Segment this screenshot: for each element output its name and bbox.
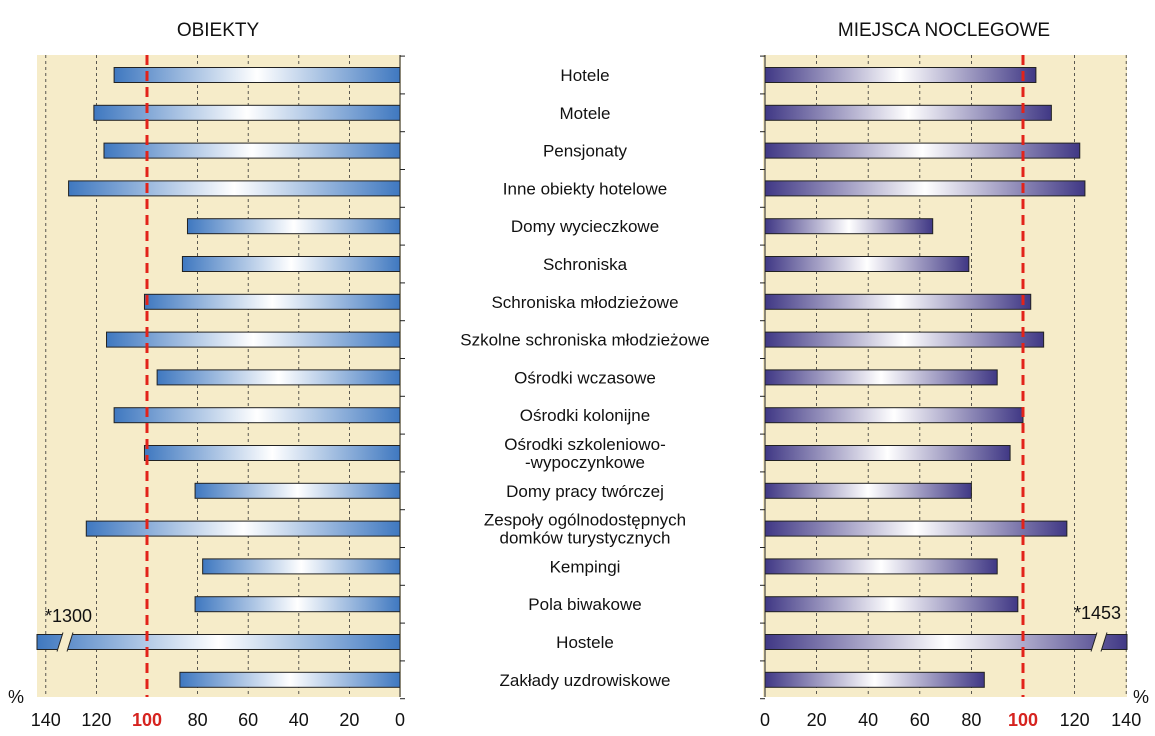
category-label: Ośrodki wczasowe [514, 368, 656, 387]
left-panel-title: OBIEKTY [177, 20, 260, 41]
category-label: Inne obiekty hotelowe [503, 179, 667, 198]
right-bar [764, 142, 1081, 159]
category-label: domków turystycznych [500, 529, 671, 548]
left-tick-label: 60 [238, 710, 258, 730]
category-label: Pensjonaty [543, 142, 628, 161]
right-tick-label: 120 [1060, 710, 1090, 730]
left-bar [93, 104, 401, 121]
left-bar-break-line [66, 632, 74, 652]
left-bar [202, 558, 401, 575]
right-bar [764, 104, 1052, 121]
right-bar-break-gap [1090, 632, 1108, 652]
left-unit-label: % [8, 687, 24, 707]
right-bar [764, 67, 1037, 83]
left-bar [68, 180, 401, 197]
right-tick-label: 140 [1111, 710, 1141, 730]
right-panel-title: MIEJSCA NOCLEGOWE [838, 20, 1050, 41]
right-tick-label: 60 [910, 710, 930, 730]
left-tick-label: 40 [289, 710, 309, 730]
left-bar [103, 142, 401, 159]
left-bar [179, 671, 401, 688]
category-label: Domy pracy twórczej [506, 482, 664, 501]
right-bar [764, 596, 1019, 613]
right-tick-label: 0 [760, 710, 770, 730]
right-bar-break-line [1100, 632, 1108, 652]
category-label: Hostele [556, 633, 614, 652]
category-label: Motele [559, 104, 610, 123]
category-label: Pola biwakowe [528, 595, 641, 614]
left-tick-label: 20 [339, 710, 359, 730]
left-tick-label: 80 [188, 710, 208, 730]
right-tick-label: 20 [807, 710, 827, 730]
left-bar [36, 634, 401, 650]
category-labels: Hotele Motele Pensjonaty Inne obiekty hotel… [460, 66, 709, 690]
right-tick-label: 80 [961, 710, 981, 730]
left-bar [113, 67, 401, 83]
left-tick-label: 0 [395, 710, 405, 730]
right-bars [764, 67, 1128, 688]
right-bar [764, 445, 1011, 461]
right-tick-label: 40 [858, 710, 878, 730]
left-bar [156, 369, 401, 386]
right-bar-break-line [1090, 632, 1098, 652]
left-bar-break-gap [56, 632, 74, 652]
right-bar [764, 293, 1032, 310]
right-bar [764, 369, 998, 386]
left-tick-label: 100 [132, 710, 162, 730]
right-bar [764, 407, 1024, 424]
right-bar [764, 634, 1128, 650]
left-break-note: *1300 [45, 606, 92, 626]
right-break-note: *1453 [1074, 603, 1121, 623]
left-bar [181, 256, 401, 272]
left-bar-break-line [56, 632, 64, 652]
left-bar [194, 482, 401, 499]
right-bar [764, 256, 970, 272]
category-label: Ośrodki szkoleniowo- [504, 435, 666, 454]
category-label: Zakłady uzdrowiskowe [499, 671, 670, 690]
right-bar [764, 180, 1086, 197]
right-tick-label: 100 [1008, 710, 1038, 730]
category-label: Domy wycieczkowe [511, 217, 659, 236]
category-label: Schroniska [543, 255, 628, 274]
category-label: -wypoczynkowe [525, 453, 645, 472]
left-bar [194, 596, 401, 613]
left-bars [36, 67, 401, 688]
right-unit-label: % [1133, 687, 1149, 707]
category-label: Kempingi [550, 557, 621, 576]
right-bar [764, 558, 998, 575]
right-bar [764, 520, 1068, 537]
left-bar [106, 331, 401, 348]
category-label: Ośrodki kolonijne [520, 406, 650, 425]
left-bar [85, 520, 401, 537]
left-tick-label: 120 [81, 710, 111, 730]
right-bar [764, 331, 1045, 348]
category-label: Szkolne schroniska młodzieżowe [460, 331, 709, 350]
category-label: Schroniska młodzieżowe [491, 293, 678, 312]
category-label: Zespoły ogólnodostępnych [484, 511, 686, 530]
right-bar [764, 482, 972, 499]
left-bar [113, 407, 401, 424]
category-label: Hotele [560, 66, 609, 85]
left-bar [143, 445, 401, 461]
right-bar [764, 671, 985, 688]
left-x-axis-ticks: 140 120 100 80 60 40 20 0 [31, 710, 405, 730]
left-bar [143, 293, 401, 310]
left-bar [186, 218, 401, 235]
right-x-axis-ticks: 0 20 40 60 80 100 120 140 [760, 710, 1141, 730]
left-tick-label: 140 [31, 710, 61, 730]
right-bar [764, 218, 934, 235]
